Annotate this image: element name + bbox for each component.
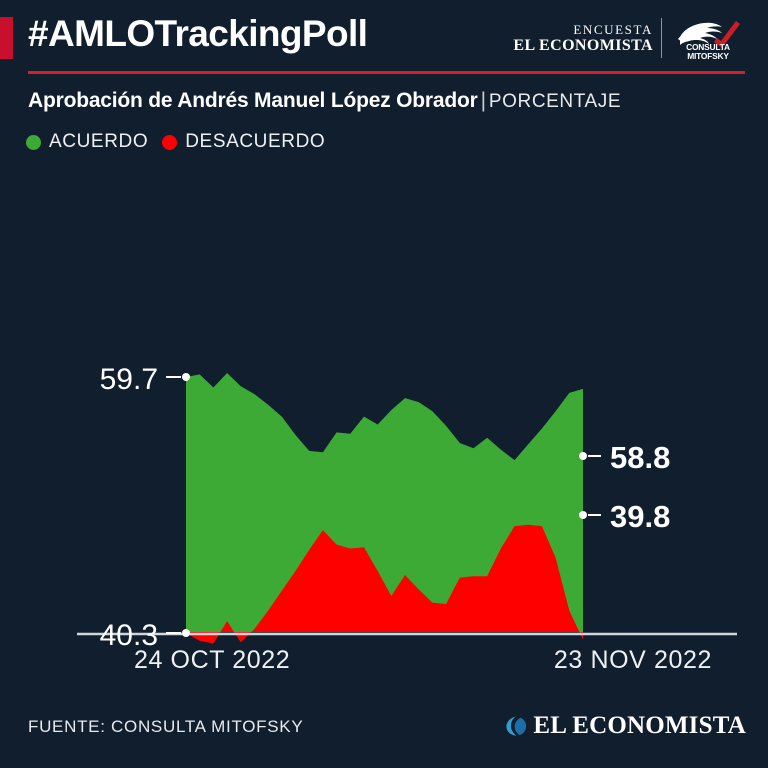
consulta-mitofsky-logo: CONSULTA MITOFSKY <box>670 15 746 61</box>
brand-line-el-economista: EL ECONOMISTA <box>513 36 653 54</box>
brand-line-encuesta: ENCUESTA <box>573 21 653 37</box>
chart-plot-region: 59.7 40.3 58.8 39.8 24 OCT 2022 23 NOV 2… <box>0 170 768 670</box>
marker-desacuerdo-start <box>182 629 190 637</box>
legend-item-acuerdo: ACUERDO <box>26 131 148 153</box>
legend-dot-acuerdo-icon <box>26 134 41 150</box>
value-label-acuerdo-end: 58.8 <box>610 440 670 475</box>
chart-legend: ACUERDO DESACUERDO <box>26 131 325 153</box>
chart-series-layers <box>186 373 583 644</box>
marker-acuerdo-end <box>579 452 587 460</box>
chart-subtitle-divider: | <box>480 89 486 112</box>
footer-source-text: FUENTE: CONSULTA MITOFSKY <box>28 717 304 736</box>
value-label-acuerdo-start: 59.7 <box>100 363 158 396</box>
page-title: #AMLOTrackingPoll <box>28 13 368 54</box>
marker-desacuerdo-end <box>579 511 587 519</box>
x-tick-label-start: 24 OCT 2022 <box>134 646 290 670</box>
area-series-desacuerdo <box>186 524 583 644</box>
legend-item-desacuerdo: DESACUERDO <box>162 131 325 153</box>
encuesta-el-economista-logo: ENCUESTA EL ECONOMISTA <box>513 23 661 54</box>
area-series-acuerdo <box>186 373 583 632</box>
legend-label-acuerdo: ACUERDO <box>49 131 149 152</box>
stacked-area-chart: 59.7 40.3 58.8 39.8 24 OCT 2022 23 NOV 2… <box>77 363 737 670</box>
chart-subtitle-unit: PORCENTAJE <box>488 91 622 112</box>
el-economista-globe-icon <box>506 716 527 736</box>
header-divider-rule <box>28 71 745 74</box>
x-tick-label-end: 23 NOV 2022 <box>554 646 712 670</box>
footer-brand-text: EL ECONOMISTA <box>533 712 746 739</box>
endpoint-markers <box>166 373 601 637</box>
chart-subtitle-text: Aprobación de Andrés Manuel López Obrado… <box>28 89 478 112</box>
legend-dot-desacuerdo-icon <box>162 134 178 150</box>
footer-brand-lockup: EL ECONOMISTA <box>505 712 746 740</box>
mitofsky-wordmark: CONSULTA MITOFSKY <box>686 43 730 61</box>
brand-lockup: ENCUESTA EL ECONOMISTA CONSULTA MITOFSKY <box>513 14 746 62</box>
chart-subtitle: Aprobación de Andrés Manuel López Obrado… <box>28 89 621 113</box>
brand-separator <box>661 18 662 58</box>
marker-acuerdo-start <box>182 373 190 381</box>
value-label-desacuerdo-end: 39.8 <box>610 499 670 534</box>
mitofsky-eagle-icon <box>678 21 740 48</box>
header-accent-bar <box>0 17 13 59</box>
value-label-desacuerdo-start: 40.3 <box>100 619 158 652</box>
legend-label-desacuerdo: DESACUERDO <box>185 131 326 152</box>
